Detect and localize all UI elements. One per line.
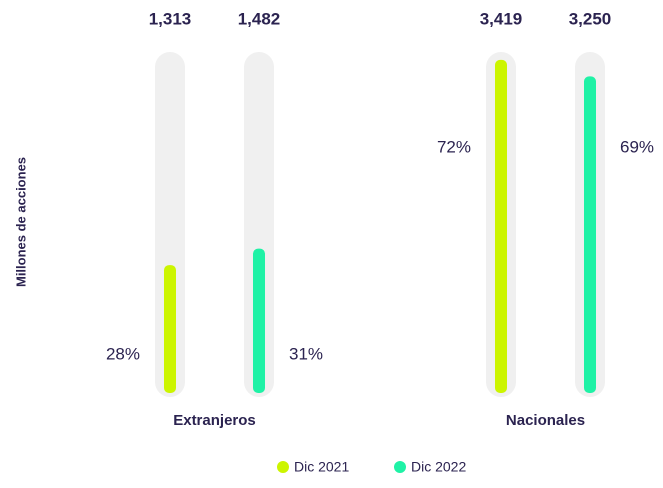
percent-label: 31% xyxy=(289,344,323,363)
value-label: 3,419 xyxy=(480,9,523,28)
percent-label: 28% xyxy=(106,344,140,363)
legend-swatch xyxy=(277,461,289,473)
percent-label: 69% xyxy=(620,137,654,156)
y-axis-label: Millones de acciones xyxy=(13,157,28,287)
x-tick-label: Nacionales xyxy=(506,412,585,429)
value-label: 1,482 xyxy=(238,9,281,28)
x-tick-label: Extranjeros xyxy=(173,412,256,429)
legend-label: Dic 2021 xyxy=(294,459,349,475)
bar xyxy=(495,59,507,393)
bar-track xyxy=(155,52,185,397)
legend-label: Dic 2022 xyxy=(411,459,466,475)
bar xyxy=(584,76,596,393)
percent-label: 72% xyxy=(437,137,471,156)
value-label: 1,313 xyxy=(149,9,192,28)
value-label: 3,250 xyxy=(569,9,612,28)
bar xyxy=(164,265,176,393)
legend-swatch xyxy=(394,461,406,473)
bar xyxy=(253,248,265,393)
bar-track xyxy=(244,52,274,397)
